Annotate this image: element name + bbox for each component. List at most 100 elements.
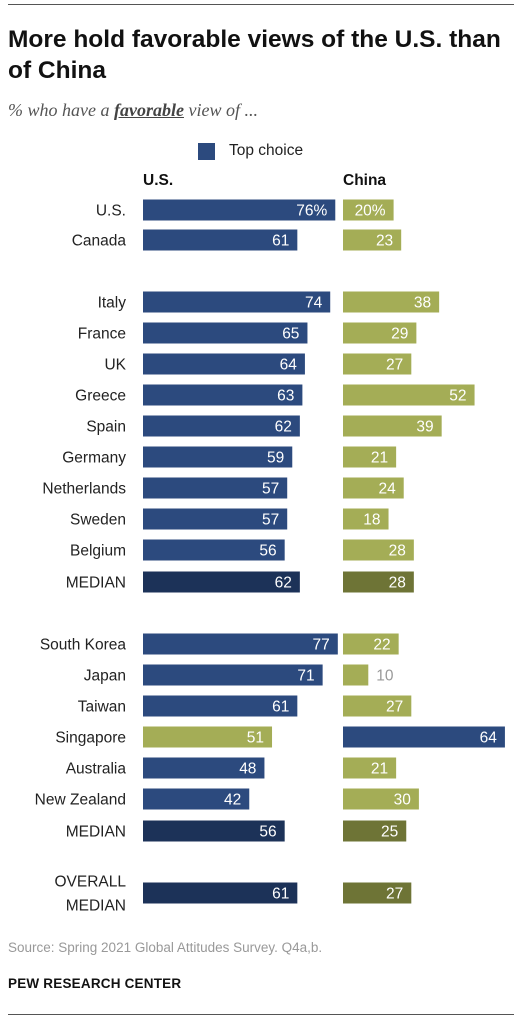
bar-china-u-s (343, 199, 394, 221)
value-label-us-sweden: 57 (262, 512, 279, 529)
chart-title: More hold favorable views of the U.S. th… (8, 26, 501, 84)
bar-china-south-korea (343, 633, 399, 655)
value-label-us-spain: 62 (275, 419, 292, 436)
value-label-us-singapore: 51 (247, 730, 264, 747)
value-label-china-greece: 52 (449, 388, 466, 405)
bar-china-greece (343, 384, 475, 406)
column-header-us: U.S. (143, 172, 174, 189)
value-label-us-new-zealand: 42 (224, 792, 241, 809)
legend-swatch-top-choice (198, 142, 215, 160)
value-label-china-belgium: 28 (389, 543, 406, 560)
value-label-us-greece: 63 (277, 388, 294, 405)
top-rule (8, 4, 514, 5)
chart-subtitle: % who have a favorable view of ... (8, 100, 258, 121)
bar-us-japan (143, 664, 323, 686)
bar-us-germany (143, 446, 293, 468)
subtitle-emphasis: favorable (113, 100, 184, 120)
row-label-median-g2: MEDIAN (66, 575, 126, 592)
value-label-china-spain: 39 (416, 419, 433, 436)
bar-chart: U.S. 76% 20% Canada 61 23 Italy 74 38 France 65 29 U… (35, 199, 505, 915)
row-label-new-zealand: New Zealand (35, 792, 126, 809)
value-label-china-japan: 10 (376, 668, 394, 685)
value-label-china-median-g3: 25 (381, 824, 398, 841)
value-label-china-australia: 21 (371, 761, 388, 778)
row-label-sweden: Sweden (70, 512, 126, 529)
bar-us-median-g3 (143, 820, 285, 842)
bar-us-canada (143, 229, 298, 251)
bar-china-median-g3 (343, 820, 407, 842)
value-label-us-netherlands: 57 (262, 481, 279, 498)
bar-china-australia (343, 757, 397, 779)
bar-us-australia (143, 757, 265, 779)
row-label-greece: Greece (75, 388, 126, 405)
column-header-china: China (343, 172, 387, 189)
bar-us-greece (143, 384, 303, 406)
value-label-china-median-g2: 28 (389, 575, 406, 592)
row-label-overall-median-g4: MEDIAN (66, 898, 126, 915)
bar-china-canada (343, 229, 402, 251)
value-label-china-u-s: 20% (355, 203, 386, 220)
row-label-median-g3: MEDIAN (66, 824, 126, 841)
bar-us-netherlands (143, 477, 288, 499)
row-label-taiwan: Taiwan (78, 699, 126, 716)
value-label-us-median-g3: 56 (259, 824, 276, 841)
bar-china-new-zealand (343, 788, 419, 810)
row-label-u-s: U.S. (96, 203, 126, 220)
value-label-china-uk: 27 (386, 357, 403, 374)
value-label-china-netherlands: 24 (378, 481, 396, 498)
value-label-us-belgium: 56 (259, 543, 276, 560)
legend: Top choice (198, 140, 303, 162)
bottom-rule (8, 1014, 514, 1015)
bar-china-sweden (343, 508, 389, 530)
subtitle-prefix: % who have a (8, 100, 114, 120)
value-label-us-italy: 74 (305, 295, 323, 312)
row-label-canada: Canada (72, 233, 127, 250)
row-label-germany: Germany (62, 450, 126, 467)
bar-china-netherlands (343, 477, 404, 499)
value-label-us-overall-median-g4: 61 (272, 886, 289, 903)
value-label-china-singapore: 64 (480, 730, 498, 747)
organization-name: PEW RESEARCH CENTER (8, 976, 182, 991)
bar-china-singapore (343, 726, 505, 748)
row-label-south-korea: South Korea (40, 637, 127, 654)
bar-china-spain (343, 415, 442, 437)
value-label-china-taiwan: 27 (386, 699, 403, 716)
value-label-us-japan: 71 (297, 668, 314, 685)
bar-us-uk (143, 353, 305, 375)
value-label-us-u-s: 76% (296, 203, 327, 220)
row-label-france: France (78, 326, 126, 343)
legend-label: Top choice (229, 142, 304, 159)
value-label-us-australia: 48 (239, 761, 256, 778)
row-label-netherlands: Netherlands (42, 481, 126, 498)
value-label-us-median-g2: 62 (275, 575, 292, 592)
bar-us-overall-median-g4 (143, 882, 298, 904)
bar-china-belgium (343, 539, 414, 561)
bar-us-taiwan (143, 695, 298, 717)
subtitle-suffix: view of ... (183, 100, 258, 120)
row-label-japan: Japan (84, 668, 126, 685)
value-label-china-canada: 23 (376, 233, 393, 250)
bar-china-japan (343, 664, 369, 686)
value-label-china-germany: 21 (371, 450, 388, 467)
value-label-us-uk: 64 (280, 357, 298, 374)
bar-us-singapore (143, 726, 273, 748)
bar-us-u-s (143, 199, 336, 221)
row-label-spain: Spain (86, 419, 126, 436)
bar-china-germany (343, 446, 397, 468)
row-label-belgium: Belgium (70, 543, 126, 560)
row-label-australia: Australia (66, 761, 127, 778)
row-label-italy: Italy (98, 295, 127, 312)
value-label-china-south-korea: 22 (373, 637, 390, 654)
value-label-us-taiwan: 61 (272, 699, 289, 716)
bar-china-france (343, 322, 417, 344)
value-label-china-new-zealand: 30 (394, 792, 412, 809)
value-label-china-france: 29 (391, 326, 408, 343)
value-label-us-south-korea: 77 (313, 637, 330, 654)
bar-us-south-korea (143, 633, 338, 655)
bar-us-median-g2 (143, 571, 300, 593)
bar-us-sweden (143, 508, 288, 530)
bar-us-france (143, 322, 308, 344)
bar-us-belgium (143, 539, 285, 561)
bar-china-uk (343, 353, 412, 375)
bar-us-spain (143, 415, 300, 437)
